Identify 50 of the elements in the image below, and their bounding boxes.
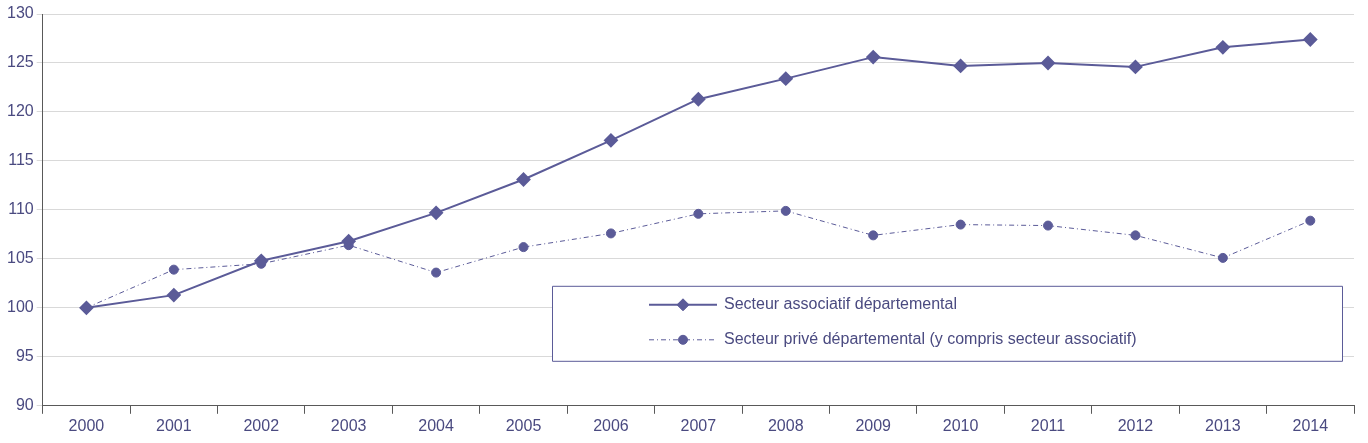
point bbox=[1217, 252, 1228, 263]
point bbox=[691, 92, 706, 107]
point bbox=[166, 288, 181, 303]
x-tick-label: 2008 bbox=[767, 416, 804, 434]
y-tick-label: 110 bbox=[8, 200, 34, 218]
y-tick-label: 90 bbox=[15, 396, 34, 414]
point bbox=[1130, 230, 1141, 241]
point bbox=[431, 267, 442, 278]
legend-label: Secteur associatif départemental bbox=[724, 295, 958, 313]
x-tick-label: 2009 bbox=[855, 416, 892, 434]
point bbox=[868, 230, 879, 241]
x-tick-label: 2005 bbox=[505, 416, 542, 434]
x-tick-label: 2014 bbox=[1292, 416, 1329, 434]
point bbox=[518, 242, 529, 253]
point bbox=[1303, 32, 1318, 47]
point bbox=[1043, 220, 1054, 231]
point bbox=[603, 133, 618, 148]
y-tick-label: 95 bbox=[15, 347, 34, 365]
y-tick-label: 115 bbox=[8, 151, 34, 169]
point bbox=[1041, 55, 1056, 70]
x-tick-label: 2000 bbox=[68, 416, 105, 434]
point bbox=[605, 228, 616, 239]
point bbox=[168, 264, 179, 275]
y-tick-label: 100 bbox=[6, 298, 34, 316]
x-tick-label: 2010 bbox=[942, 416, 979, 434]
point bbox=[693, 208, 704, 219]
point bbox=[429, 205, 444, 220]
point bbox=[866, 50, 881, 65]
point bbox=[955, 219, 966, 230]
x-tick-label: 2002 bbox=[243, 416, 280, 434]
point bbox=[1128, 59, 1143, 74]
point bbox=[516, 172, 531, 187]
x-tick-label: 2007 bbox=[680, 416, 717, 434]
x-tick-label: 2011 bbox=[1030, 416, 1066, 434]
x-tick-label: 2001 bbox=[156, 416, 192, 434]
x-tick-label: 2006 bbox=[593, 416, 629, 434]
x-tick-label: 2012 bbox=[1117, 416, 1154, 434]
x-tick-label: 2004 bbox=[418, 416, 454, 434]
y-tick-label: 120 bbox=[6, 102, 34, 120]
legend-label: Secteur privé départemental (y compris secteur associatif) bbox=[724, 330, 1137, 348]
y-tick-label: 105 bbox=[6, 249, 34, 267]
point bbox=[1215, 40, 1230, 55]
x-tick-label: 2003 bbox=[330, 416, 367, 434]
y-tick-label: 130 bbox=[6, 4, 34, 22]
point bbox=[953, 58, 968, 73]
point bbox=[780, 205, 791, 216]
point bbox=[1305, 215, 1316, 226]
y-tick-label: 125 bbox=[6, 53, 34, 71]
x-tick-label: 2013 bbox=[1205, 416, 1241, 434]
point bbox=[778, 71, 793, 86]
